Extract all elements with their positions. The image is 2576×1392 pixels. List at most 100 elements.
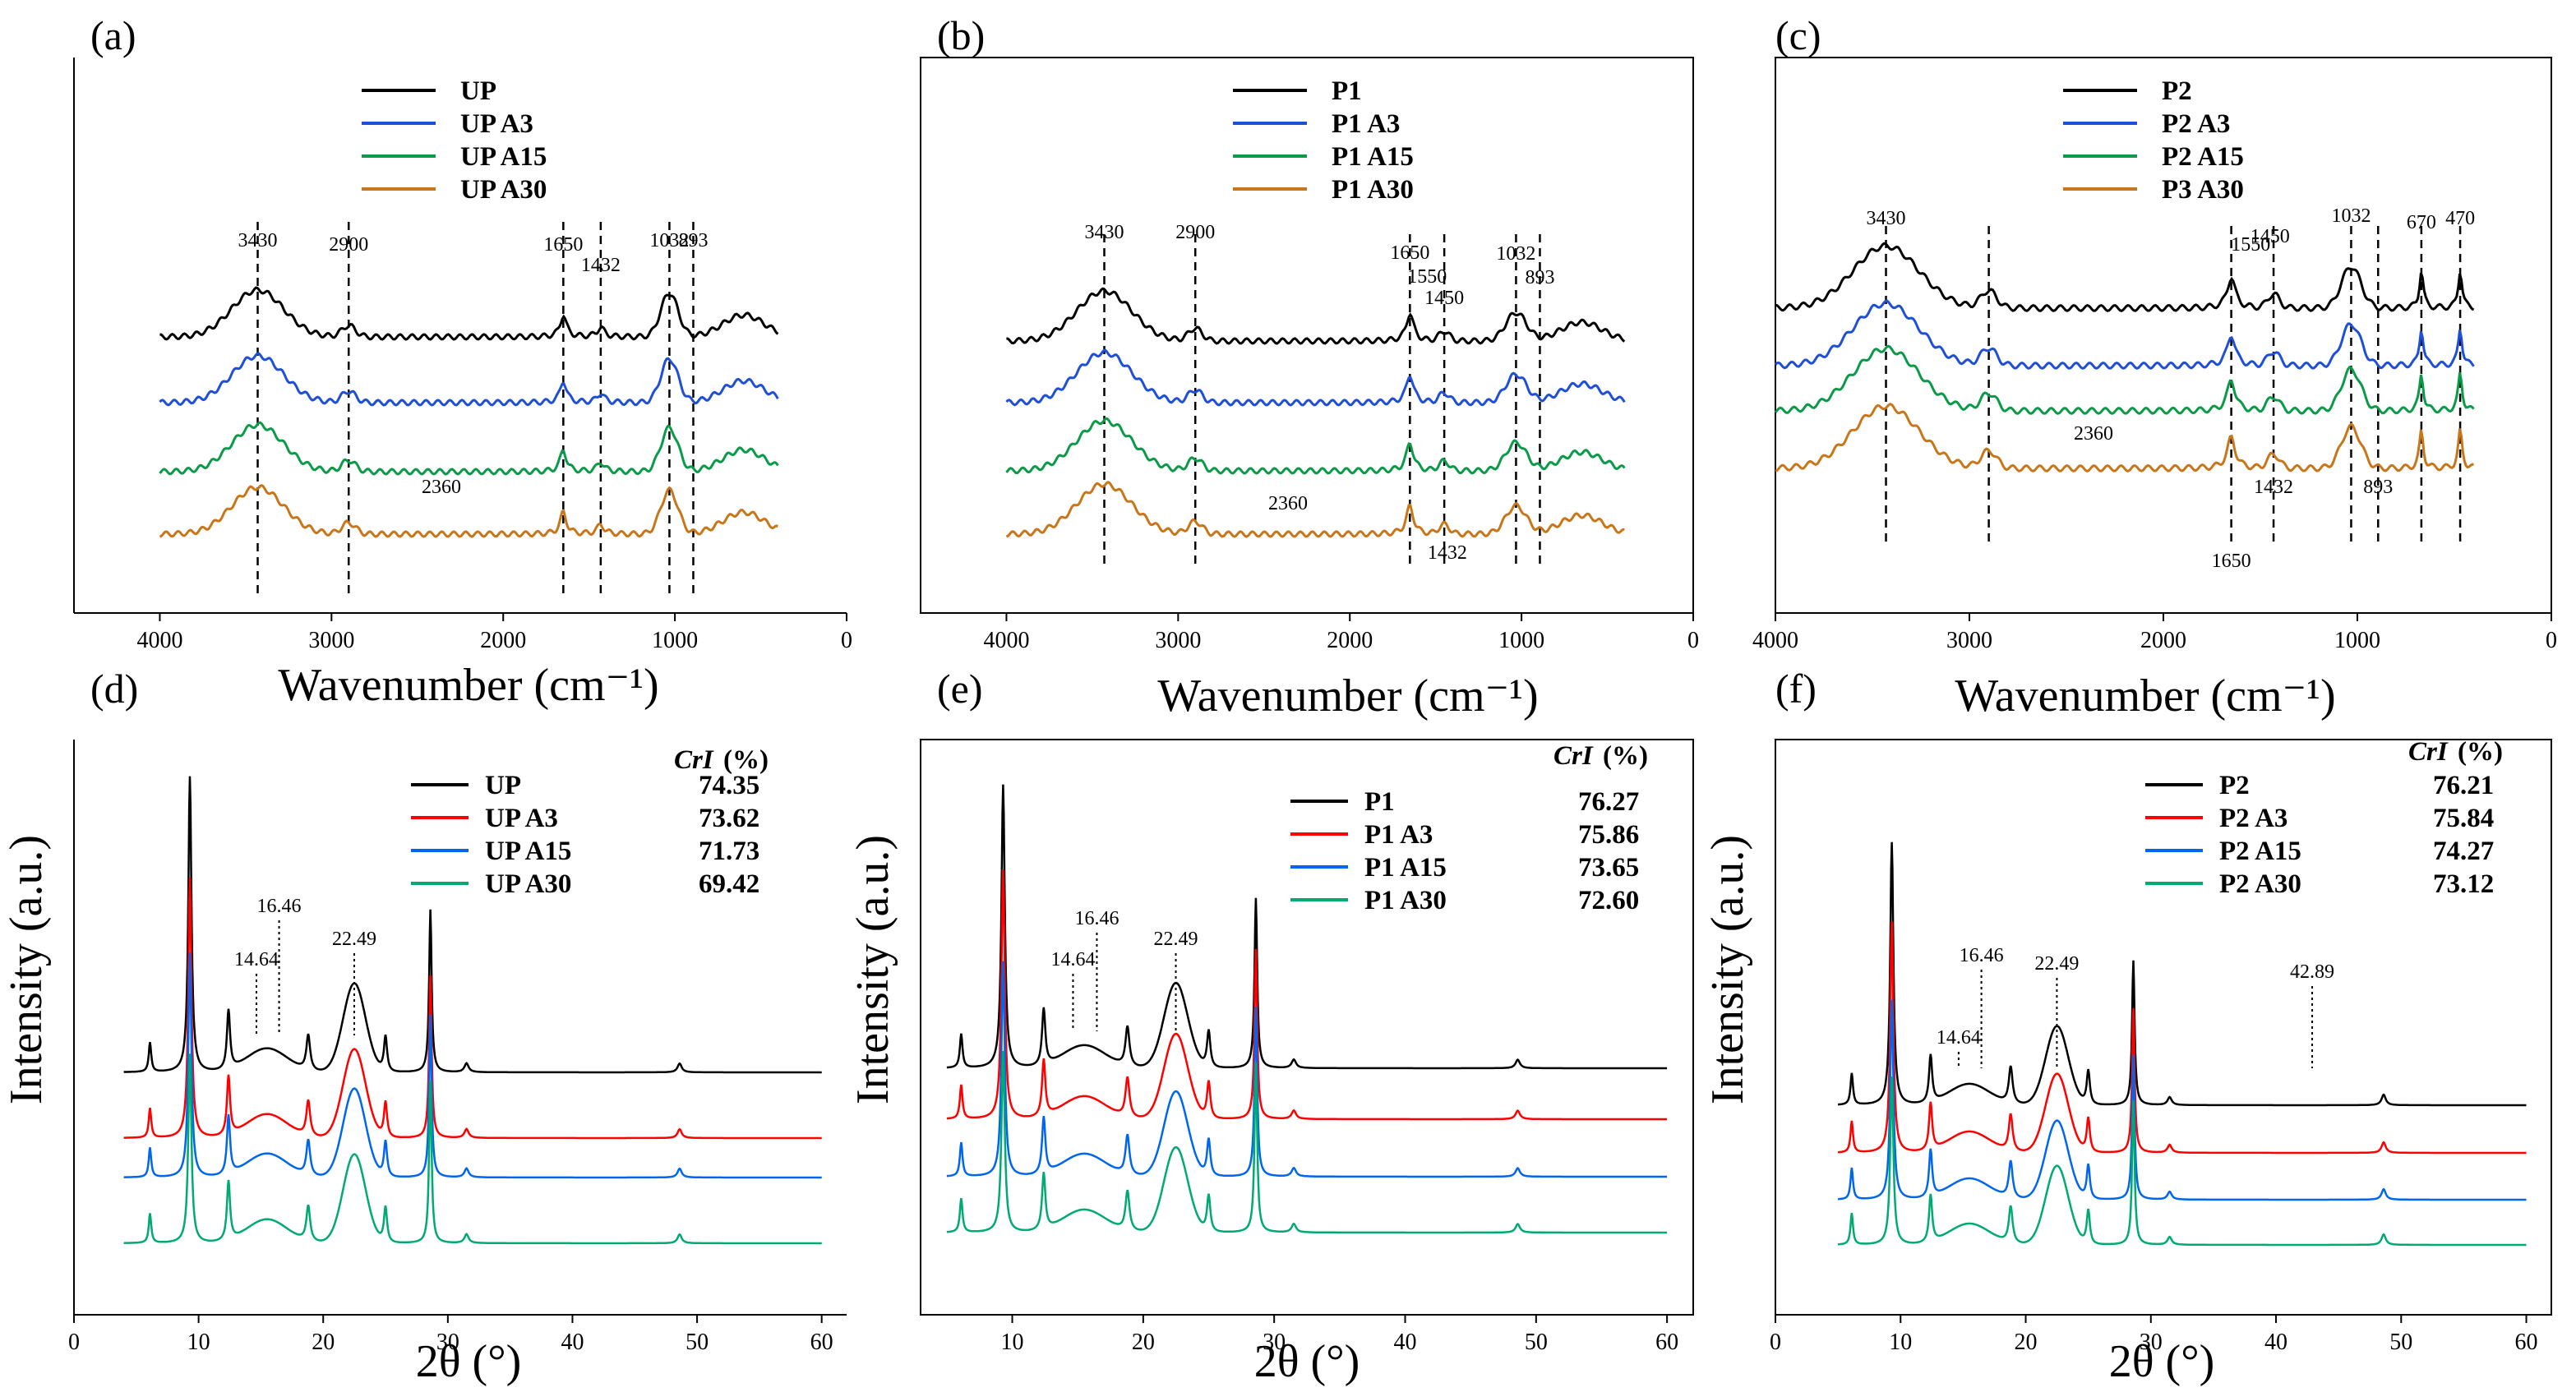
x-tick-label: 0 bbox=[1687, 628, 1699, 653]
x-tick-label: 0 bbox=[68, 1330, 80, 1355]
x-tick-label: 20 bbox=[2015, 1330, 2038, 1355]
cri-header-italic: CrI bbox=[2408, 737, 2449, 767]
x-tick-label: 10 bbox=[1001, 1330, 1024, 1355]
x-tick-label: 2000 bbox=[2140, 628, 2186, 653]
x-tick-label: 3000 bbox=[308, 628, 354, 653]
x-axis-title: Wavenumber (cm⁻¹) bbox=[1955, 671, 2335, 721]
legend-label: UP A15 bbox=[460, 142, 547, 172]
panel-label: (b) bbox=[937, 12, 985, 58]
peak-annotation: 1032 bbox=[1496, 243, 1535, 265]
legend-label: P2 A3 bbox=[2162, 109, 2230, 139]
cri-header-italic: CrI bbox=[1553, 741, 1594, 771]
peak-annotation: 3430 bbox=[238, 230, 278, 251]
peak-annotation: 1550 bbox=[1407, 266, 1447, 288]
plot-frame bbox=[1775, 739, 2552, 1316]
series-line-up-a15 bbox=[123, 952, 822, 1179]
cri-header-rest: (%) bbox=[723, 745, 769, 775]
peak-annotation: 670 bbox=[2407, 212, 2436, 233]
x-tick-label: 1000 bbox=[2334, 628, 2380, 653]
y-axis-title: Intensity (a.u.) bbox=[847, 835, 898, 1104]
panel-e: 10 20 30 40 50 60 (e) 2θ (°) Intensity (a.u.) 14.… bbox=[847, 666, 1694, 1387]
peak-annotation: 1450 bbox=[1424, 288, 1464, 309]
peak-annotation: 22.49 bbox=[1154, 929, 1198, 950]
x-tick-label: 60 bbox=[810, 1330, 833, 1355]
series-line-p1 bbox=[946, 784, 1668, 1070]
legend-label: P1 A3 bbox=[1364, 820, 1433, 850]
cri-value: 73.65 bbox=[1578, 853, 1639, 883]
peak-annotation: 2900 bbox=[1175, 222, 1215, 243]
peak-annotation: 42.89 bbox=[2290, 961, 2334, 983]
peak-annotation: 2360 bbox=[1268, 493, 1308, 514]
peak-annotation: 470 bbox=[2445, 208, 2475, 229]
peak-annotation: 3430 bbox=[1085, 222, 1124, 243]
panel-b: 4000 3000 2000 1000 0(b)Wavenumber (cm⁻¹)P1P… bbox=[920, 12, 1699, 721]
peak-annotation: 22.49 bbox=[2034, 953, 2079, 975]
series-line-up-a3 bbox=[159, 352, 779, 407]
x-tick-label: 30 bbox=[436, 1330, 459, 1355]
legend-label: UP A15 bbox=[485, 837, 571, 866]
peak-annotation: 1032 bbox=[649, 230, 689, 251]
cri-value: 75.86 bbox=[1578, 820, 1639, 850]
series-line-up-a30 bbox=[123, 1053, 822, 1245]
legend-label: P1 A30 bbox=[1332, 175, 1414, 205]
legend-label: UP A3 bbox=[485, 804, 558, 833]
series-line-p1 bbox=[1006, 287, 1626, 345]
legend-label: P2 bbox=[2219, 771, 2250, 800]
x-tick-label: 30 bbox=[2140, 1330, 2163, 1355]
peak-annotation: 16.46 bbox=[1074, 908, 1119, 929]
peak-annotation: 1032 bbox=[2331, 205, 2371, 227]
series-line-p2 bbox=[1838, 841, 2527, 1107]
series-line-up-a30 bbox=[159, 484, 778, 538]
cri-header-rest: (%) bbox=[1603, 741, 1648, 771]
legend-label: P2 A15 bbox=[2162, 142, 2244, 172]
legend-label: UP A30 bbox=[485, 869, 571, 899]
series-line-p2-a30 bbox=[1837, 1076, 2527, 1247]
panel-label: (a) bbox=[90, 12, 136, 58]
peak-annotation: 14.64 bbox=[234, 949, 279, 970]
x-tick-label: 10 bbox=[1889, 1330, 1912, 1355]
series-line-p2-a15 bbox=[1838, 999, 2527, 1201]
legend-label: P1 bbox=[1364, 787, 1395, 817]
peak-annotation: 16.46 bbox=[1960, 945, 2004, 966]
legend-label: P1 A3 bbox=[1332, 109, 1400, 139]
x-tick-label: 40 bbox=[2264, 1330, 2287, 1355]
x-tick-label: 20 bbox=[1132, 1330, 1155, 1355]
legend-label: P2 A30 bbox=[2219, 869, 2301, 899]
peak-annotation: 16.46 bbox=[257, 896, 302, 917]
x-tick-label: 30 bbox=[1263, 1330, 1286, 1355]
peak-annotation: 2360 bbox=[2074, 423, 2113, 445]
x-axis-title: Wavenumber (cm⁻¹) bbox=[278, 660, 658, 711]
legend-label: UP bbox=[460, 76, 496, 106]
x-tick-label: 60 bbox=[2515, 1330, 2538, 1355]
x-tick-label: 1000 bbox=[652, 628, 698, 653]
cri-value: 75.84 bbox=[2433, 804, 2494, 833]
series-line-p1-a30 bbox=[946, 1050, 1668, 1234]
cri-value: 73.12 bbox=[2433, 869, 2494, 899]
panel-label: (c) bbox=[1775, 12, 1821, 58]
series-line-up bbox=[123, 776, 822, 1074]
peak-annotation: 1550 bbox=[2231, 234, 2270, 256]
series-line-up-a15 bbox=[159, 421, 779, 476]
cri-value: 69.42 bbox=[699, 869, 759, 899]
cri-value: 76.27 bbox=[1578, 787, 1639, 817]
x-tick-label: 0 bbox=[841, 628, 852, 653]
x-tick-label: 0 bbox=[1770, 1330, 1781, 1355]
x-tick-label: 2000 bbox=[1327, 628, 1373, 653]
x-tick-label: 3000 bbox=[1155, 628, 1201, 653]
x-tick-label: 40 bbox=[1393, 1330, 1416, 1355]
series-line-p1-a15 bbox=[1005, 417, 1626, 475]
cri-header-rest: (%) bbox=[2458, 737, 2503, 767]
peak-annotation: 1432 bbox=[2254, 477, 2293, 498]
cri-value: 74.27 bbox=[2433, 837, 2494, 866]
peak-annotation: 14.64 bbox=[1937, 1027, 1981, 1049]
legend-label: P2 A15 bbox=[2219, 837, 2301, 866]
panel-label: (e) bbox=[937, 666, 983, 712]
peak-annotation: 893 bbox=[678, 230, 708, 251]
x-tick-label: 20 bbox=[312, 1330, 335, 1355]
series-line-p1-a3 bbox=[1005, 348, 1626, 407]
x-tick-label: 50 bbox=[686, 1330, 709, 1355]
peak-annotation: 893 bbox=[1525, 267, 1554, 288]
series-line-up bbox=[159, 286, 779, 341]
series-line-p1-a3 bbox=[946, 869, 1668, 1121]
legend-label: UP bbox=[485, 771, 521, 800]
